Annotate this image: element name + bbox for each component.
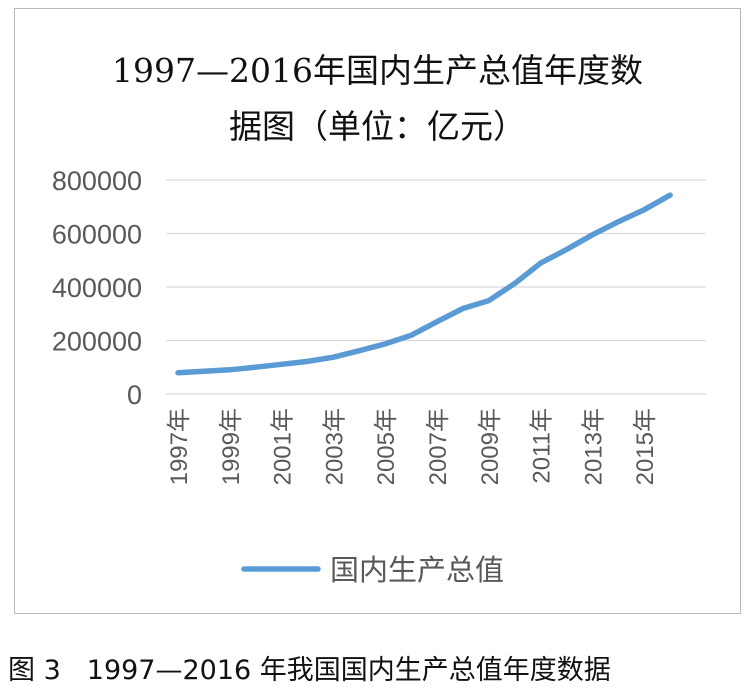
y-tick-label: 0: [127, 380, 142, 410]
x-tick-label: 2015年: [632, 408, 659, 485]
legend-label: 国内生产总值: [330, 553, 504, 587]
y-tick-label: 200000: [52, 327, 142, 357]
x-tick-label: 1997年: [166, 408, 193, 485]
x-tick-label: 2009年: [477, 408, 504, 485]
x-tick-label: 2001年: [270, 408, 297, 485]
figure-caption-text: 1997—2016 年我国国内生产总值年度数据: [86, 655, 611, 686]
chart-title-line-2: 据图（单位：亿元）: [229, 107, 526, 146]
figure-number: 图 3: [8, 655, 61, 686]
chart-frame: [14, 8, 741, 614]
y-tick-label: 600000: [52, 220, 142, 250]
x-tick-label: 2007年: [425, 408, 452, 485]
x-tick-label: 2013年: [580, 408, 607, 485]
x-tick-label: 2005年: [373, 408, 400, 485]
series-line: [175, 192, 673, 376]
y-tick-label: 400000: [52, 273, 142, 303]
y-tick-label: 800000: [52, 166, 142, 196]
x-tick-label: 2011年: [529, 408, 556, 484]
figure-caption: 图 3 1997—2016 年我国国内生产总值年度数据: [8, 648, 611, 687]
x-tick-label: 2003年: [321, 408, 348, 485]
x-tick-label: 1999年: [218, 408, 245, 485]
chart-title-line-1: 1997—2016年国内生产总值年度数: [112, 51, 643, 90]
